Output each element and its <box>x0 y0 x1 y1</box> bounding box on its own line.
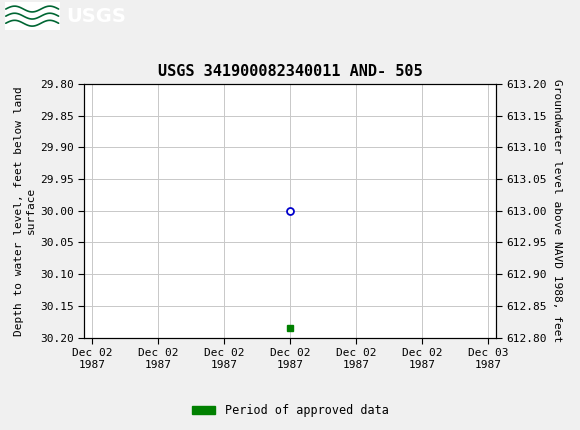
Bar <box>5 2 60 30</box>
Text: USGS: USGS <box>67 6 126 26</box>
Y-axis label: Groundwater level above NAVD 1988, feet: Groundwater level above NAVD 1988, feet <box>552 79 563 342</box>
Legend: Period of approved data: Period of approved data <box>187 399 393 422</box>
Y-axis label: Depth to water level, feet below land
surface: Depth to water level, feet below land su… <box>14 86 36 335</box>
Title: USGS 341900082340011 AND- 505: USGS 341900082340011 AND- 505 <box>158 64 422 79</box>
